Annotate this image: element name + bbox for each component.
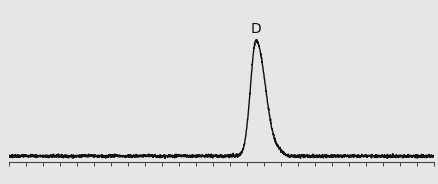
Text: D: D: [251, 22, 261, 36]
